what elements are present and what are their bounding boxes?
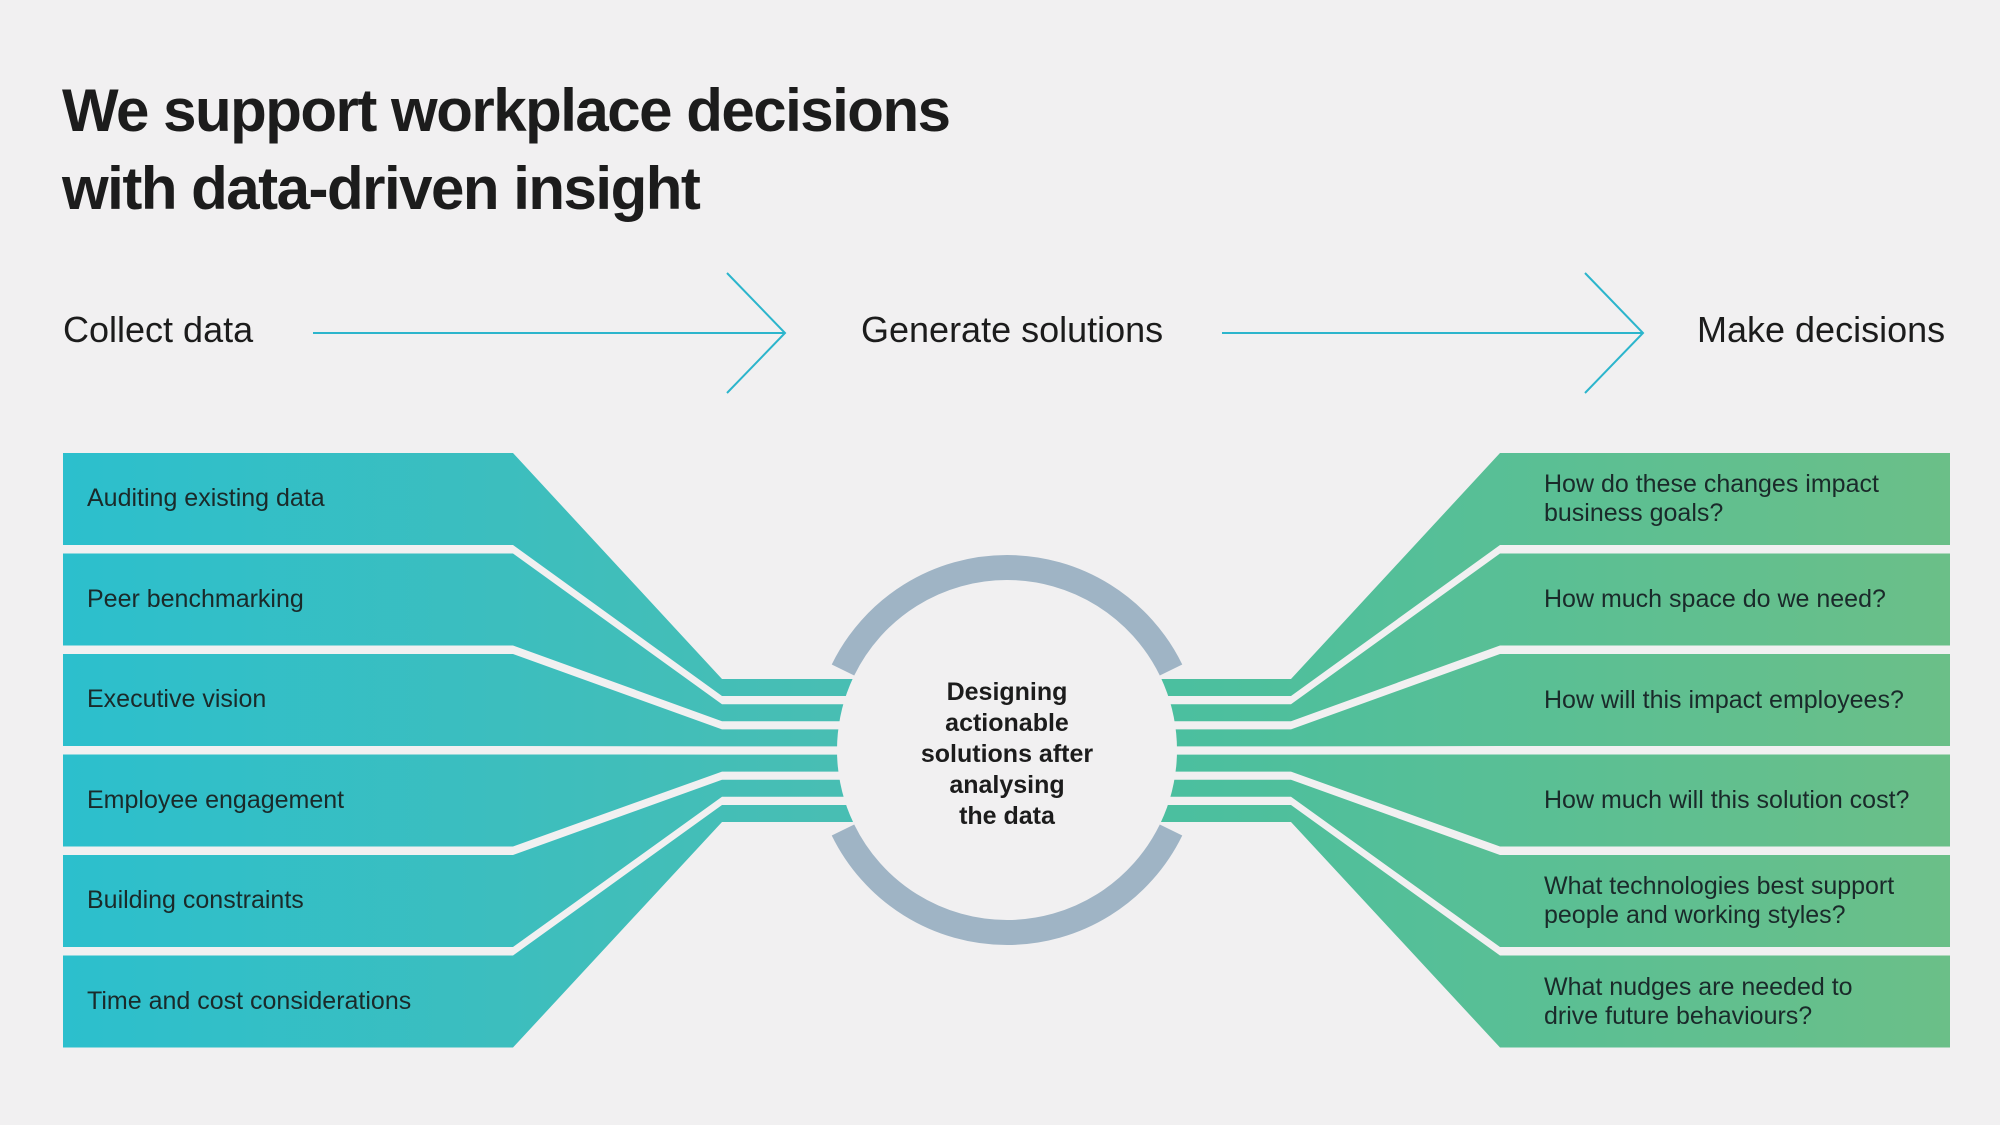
question-line: business goals? — [1544, 499, 1724, 527]
center-line: the data — [959, 802, 1055, 830]
question-label: How much will this solution cost? — [1544, 786, 1909, 815]
input-label: Employee engagement — [87, 785, 345, 814]
question-label: How much space do we need? — [1544, 585, 1886, 614]
input-label: Executive vision — [87, 685, 267, 713]
input-band — [63, 654, 1007, 747]
ring-bottom-arc — [831, 824, 1183, 945]
arrow-head-icon — [1584, 272, 1645, 394]
question-line: How do these changes impact — [1544, 470, 1879, 498]
question-band — [1007, 654, 1950, 747]
question-line: What technologies best support — [1544, 872, 1895, 900]
center-line: analysing — [949, 771, 1065, 799]
question-line: drive future behaviours? — [1544, 1001, 1813, 1030]
page-title: We support workplace decisions with data… — [62, 72, 951, 228]
question-label: What nudges are needed to drive future be… — [1544, 973, 1853, 1031]
question-line: people and working styles? — [1544, 901, 1846, 929]
center-line: solutions after — [920, 740, 1094, 768]
step-make-decisions: Make decisions — [1697, 309, 1946, 350]
question-band — [1007, 805, 1950, 1048]
title-line-2: with data-driven insight — [62, 155, 701, 222]
question-band — [1007, 779, 1950, 947]
step-collect-data: Collect data — [63, 309, 254, 350]
input-label: Peer benchmarking — [87, 584, 304, 613]
center-line: actionable — [945, 709, 1069, 737]
input-label: Building constraints — [87, 886, 304, 914]
question-band — [1007, 553, 1950, 722]
title-line-1: We support workplace decisions — [62, 77, 951, 144]
question-band — [1007, 754, 1950, 847]
input-band — [63, 754, 1007, 847]
step-generate-solutions: Generate solutions — [861, 309, 1164, 350]
question-band — [1007, 453, 1950, 696]
question-line: How will this impact employees? — [1544, 685, 1904, 714]
question-line: How much will this solution cost? — [1544, 786, 1910, 814]
question-label: What technologies best support people and… — [1544, 872, 1894, 930]
question-label: How will this impact employees? — [1544, 686, 1904, 715]
input-band — [63, 553, 1007, 722]
ring-top-arc — [831, 555, 1183, 676]
input-band — [63, 453, 1007, 696]
input-band — [63, 779, 1007, 947]
arrow-head-icon — [726, 272, 787, 394]
input-label: Auditing existing data — [87, 484, 325, 512]
center-circle — [837, 580, 1177, 920]
question-line: What nudges are needed to — [1544, 972, 1853, 1001]
input-label: Time and cost considerations — [87, 986, 412, 1015]
input-band — [63, 805, 1007, 1048]
center-line: Designing — [946, 678, 1068, 706]
center-text: Designing actionable solutions after ana… — [887, 677, 1127, 832]
question-line: How much space do we need? — [1544, 585, 1886, 613]
question-label: How do these changes impact business goal… — [1544, 470, 1879, 528]
